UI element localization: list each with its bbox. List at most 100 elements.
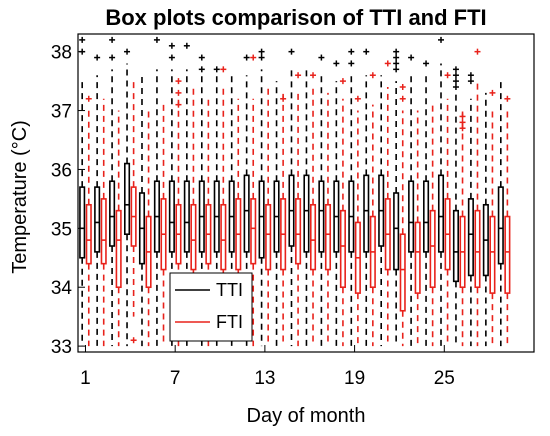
legend-box [169, 272, 253, 342]
tti-outlier [393, 66, 400, 73]
y-tick-label: 37 [51, 102, 72, 123]
tti-outlier [168, 54, 175, 61]
x-tick-label: 13 [254, 368, 275, 389]
tti-outlier [438, 36, 445, 43]
fti-outlier [459, 113, 466, 120]
tti-outlier [318, 54, 325, 61]
fti-outlier [85, 95, 92, 102]
fti-outlier [474, 48, 481, 55]
tti-outlier [94, 54, 101, 61]
tti-outlier [393, 60, 400, 67]
tti-box-day-23 [408, 180, 415, 253]
tti-box-day-20 [363, 174, 370, 253]
fti-outlier [339, 78, 346, 85]
tti-box-day-24 [423, 180, 430, 253]
fti-box-day-22 [399, 233, 406, 312]
series-fti [85, 48, 511, 347]
fti-outlier [220, 66, 227, 73]
tti-outlier [467, 78, 474, 85]
tti-box-day-29 [497, 186, 504, 265]
tti-outlier [288, 48, 295, 55]
tti-box-day-25 [437, 174, 445, 253]
chart-title: Box plots comparison of TTI and FTI [105, 5, 486, 30]
fti-outlier [459, 119, 466, 126]
tti-outlier [109, 36, 116, 43]
fti-box-day-3 [115, 209, 122, 289]
plot-area [79, 36, 511, 347]
y-tick-label: 36 [51, 160, 72, 181]
legend-label-fti: FTI [216, 312, 243, 332]
tti-box-day-13 [258, 180, 265, 259]
fti-outlier [444, 72, 451, 79]
fti-box-day-23 [414, 221, 421, 294]
x-axis-label: Day of month [247, 405, 366, 427]
fti-box-day-28 [489, 215, 496, 294]
tti-outlier [124, 48, 131, 55]
tti-outlier [213, 66, 220, 73]
tti-box-day-2 [94, 186, 101, 253]
fti-outlier [399, 84, 406, 90]
fti-outlier [399, 95, 406, 102]
tti-outlier [393, 54, 400, 61]
fti-box-day-29 [504, 215, 511, 294]
fti-outlier [489, 89, 496, 96]
tti-box-day-22 [393, 192, 400, 271]
y-tick-label: 33 [51, 337, 72, 358]
axes: 33 34 35 36 37 38 1 7 13 19 25 [51, 43, 455, 389]
fti-box-day-8 [190, 203, 197, 271]
fti-outlier [175, 89, 182, 96]
fti-box-day-13 [265, 203, 272, 271]
tti-outlier [423, 60, 430, 67]
tti-outlier [467, 72, 474, 79]
tti-outlier [348, 48, 355, 55]
fti-box-day-27 [474, 209, 481, 289]
fti-box-day-17 [324, 203, 332, 271]
tti-outlier [79, 36, 86, 43]
series-tti [79, 36, 504, 347]
fti-box-day-10 [220, 203, 227, 271]
tti-box-day-27 [467, 198, 474, 277]
fti-outlier [310, 72, 317, 79]
fti-box-day-12 [250, 198, 257, 265]
tti-outlier [363, 48, 370, 55]
tti-outlier [168, 42, 175, 49]
tti-outlier [153, 36, 160, 43]
fti-box-day-16 [309, 203, 317, 271]
tti-box-day-17 [318, 180, 325, 253]
fti-outlier [504, 95, 511, 102]
tti-outlier [198, 54, 205, 61]
tti-box-day-3 [109, 180, 116, 247]
fti-box-day-24 [429, 209, 436, 289]
tti-box-day-12 [243, 174, 250, 253]
tti-box-day-8 [183, 180, 190, 253]
tti-outlier [452, 78, 459, 85]
tti-outlier [333, 60, 340, 67]
tti-outlier [452, 72, 459, 79]
tti-box-day-16 [303, 174, 310, 253]
fti-outlier [384, 60, 391, 67]
fti-outlier [354, 95, 361, 102]
fti-box-day-1 [85, 203, 92, 265]
legend-label-tti: TTI [216, 280, 243, 300]
tti-outlier [452, 66, 459, 73]
tti-outlier [393, 48, 400, 55]
fti-box-day-18 [339, 209, 346, 289]
x-tick-label: 25 [434, 368, 455, 389]
fti-box-day-2 [100, 198, 107, 265]
fti-outlier [175, 78, 182, 85]
y-tick-label: 35 [51, 219, 72, 240]
x-tick-label: 1 [80, 368, 91, 389]
y-axis-label: Temperature (°C) [9, 120, 31, 274]
y-tick-label: 34 [51, 278, 73, 299]
tti-outlier [258, 54, 265, 61]
tti-outlier [198, 66, 205, 73]
tti-outlier [109, 54, 116, 61]
fti-outlier [369, 72, 376, 79]
fti-outlier [295, 72, 302, 79]
legend: TTI FTI [169, 272, 253, 342]
tti-outlier [408, 54, 415, 61]
tti-outlier [183, 42, 190, 49]
fti-box-day-15 [295, 198, 302, 265]
fti-outlier [280, 95, 287, 102]
